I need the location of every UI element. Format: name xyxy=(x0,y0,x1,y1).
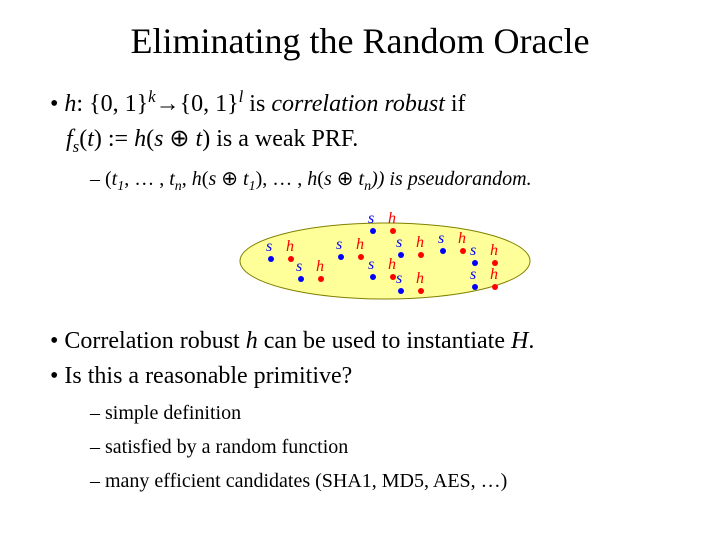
h-label: h xyxy=(490,242,498,260)
txt: 1 xyxy=(249,179,256,194)
txt: : {0, 1} xyxy=(76,91,148,117)
s-label: s xyxy=(470,266,476,284)
s-label: s xyxy=(396,234,402,252)
h-label: h xyxy=(416,234,424,252)
txt: ) := xyxy=(94,126,134,152)
s-dot xyxy=(440,248,446,254)
s-dot xyxy=(398,288,404,294)
txt: ) is a weak PRF. xyxy=(202,126,358,152)
sub-bullet-1: (t1, … , tn, h(s ⊕ t1), … , h(s ⊕ tn)) i… xyxy=(90,166,680,196)
h-dot xyxy=(418,252,424,258)
txt: t xyxy=(87,126,94,152)
txt: ( xyxy=(317,168,324,190)
h-label: h xyxy=(458,230,466,248)
txt: ( xyxy=(146,126,154,152)
bullet-1-cont: fs(t) := h(s ⊕ t) is a weak PRF. xyxy=(66,124,680,158)
h-dot xyxy=(492,284,498,290)
h-label: h xyxy=(316,258,324,276)
s-label: s xyxy=(368,210,374,228)
txt: H xyxy=(511,328,528,354)
txt: )) is pseudorandom. xyxy=(371,168,532,190)
h-label: h xyxy=(356,236,364,254)
txt: if xyxy=(445,91,466,117)
s-dot xyxy=(370,274,376,280)
bullet-3: Correlation robust h can be used to inst… xyxy=(50,326,680,357)
h-label: h xyxy=(490,266,498,284)
s-dot xyxy=(298,276,304,282)
s-dot xyxy=(338,254,344,260)
bullet-4: Is this a reasonable primitive? xyxy=(50,361,680,392)
txt: h xyxy=(134,126,146,152)
h-dot xyxy=(358,254,364,260)
sub-bullet-a: simple definition xyxy=(90,400,680,426)
txt: . xyxy=(528,328,534,354)
txt: h xyxy=(64,91,76,117)
h-label: h xyxy=(388,210,396,228)
h-dot xyxy=(318,276,324,282)
s-dot xyxy=(370,228,376,234)
s-dot xyxy=(398,252,404,258)
txt: ( xyxy=(105,168,112,190)
txt: ( xyxy=(79,126,87,152)
s-dot xyxy=(472,284,478,290)
txt: Correlation robust xyxy=(64,328,245,354)
h-dot xyxy=(418,288,424,294)
h-dot xyxy=(288,256,294,262)
h-label: h xyxy=(388,256,396,274)
txt: ⊕ xyxy=(332,168,359,190)
txt: f xyxy=(66,126,73,152)
txt: s xyxy=(324,168,332,190)
txt: correlation robust xyxy=(271,91,445,117)
txt: →{0, 1} xyxy=(156,91,239,117)
txt: k xyxy=(148,87,155,106)
txt: , … , xyxy=(124,168,169,190)
sub-bullet-c: many efficient candidates (SHA1, MD5, AE… xyxy=(90,468,680,494)
txt: h xyxy=(246,328,258,354)
bullet-1: h: {0, 1}k→{0, 1}l is correlation robust… xyxy=(50,86,680,120)
h-label: h xyxy=(416,270,424,288)
diagram: shshshshshshshshshsh xyxy=(40,206,680,316)
txt: ⊕ xyxy=(216,168,243,190)
txt: can be used to instantiate xyxy=(258,328,511,354)
s-label: s xyxy=(438,230,444,248)
s-label: s xyxy=(396,270,402,288)
s-label: s xyxy=(470,242,476,260)
txt: h xyxy=(192,168,202,190)
s-label: s xyxy=(296,258,302,276)
s-label: s xyxy=(336,236,342,254)
s-label: s xyxy=(266,238,272,256)
sub-bullet-b: satisfied by a random function xyxy=(90,434,680,460)
txt: , xyxy=(182,168,192,190)
s-label: s xyxy=(368,256,374,274)
page-title: Eliminating the Random Oracle xyxy=(40,20,680,62)
h-dot xyxy=(460,248,466,254)
txt: ), … , xyxy=(256,168,308,190)
txt: h xyxy=(307,168,317,190)
txt: n xyxy=(175,179,182,194)
txt: ⊕ xyxy=(163,126,195,152)
txt: n xyxy=(364,179,371,194)
txt: is xyxy=(243,91,271,117)
h-label: h xyxy=(286,238,294,256)
s-dot xyxy=(268,256,274,262)
